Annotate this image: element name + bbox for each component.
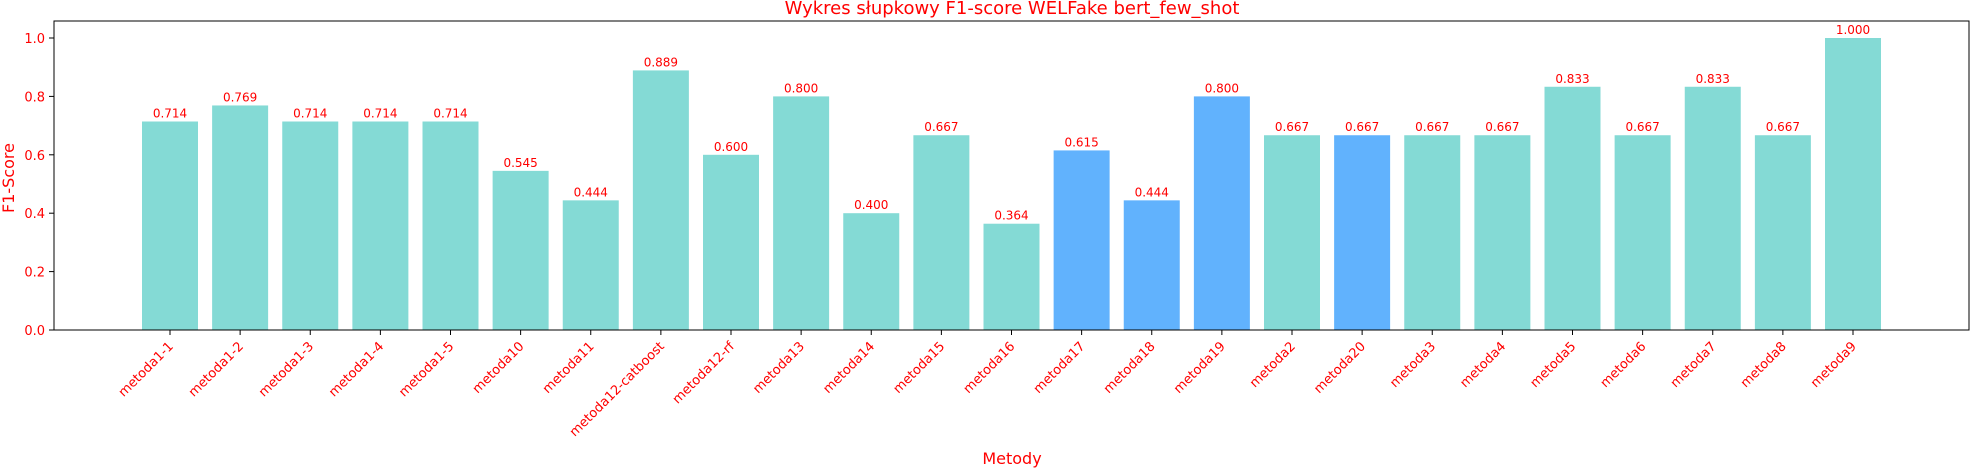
value-label-metoda6: 0.667 <box>1625 120 1659 134</box>
bar-metoda8 <box>1754 135 1811 330</box>
value-label-metoda20: 0.667 <box>1345 120 1379 134</box>
x-tick-label-metoda1-4: metoda1-4 <box>326 339 387 400</box>
x-tick-label-metoda20: metoda20 <box>1311 339 1369 397</box>
value-label-metoda12-catboost: 0.889 <box>644 55 678 69</box>
x-tick-label-metoda1-3: metoda1-3 <box>256 339 317 400</box>
y-tick-label: 0.0 <box>24 324 45 339</box>
x-tick-label-metoda2: metoda2 <box>1247 339 1299 391</box>
bar-metoda1-5 <box>422 121 479 331</box>
x-tick-label-metoda9: metoda9 <box>1808 339 1860 391</box>
value-label-metoda12-rf: 0.600 <box>714 140 748 154</box>
x-tick-label-metoda15: metoda15 <box>891 339 949 397</box>
chart-title: Wykres słupkowy F1-score WELFake bert_fe… <box>785 0 1240 19</box>
bar-metoda15 <box>913 135 970 330</box>
bar-metoda6 <box>1614 135 1671 330</box>
value-label-metoda11: 0.444 <box>574 185 608 199</box>
value-label-metoda15: 0.667 <box>924 120 958 134</box>
bar-metoda14 <box>843 213 900 330</box>
bar-metoda16 <box>983 223 1040 330</box>
x-tick-label-metoda19: metoda19 <box>1171 339 1229 397</box>
bar-metoda9 <box>1825 38 1881 330</box>
bar-metoda1-4 <box>352 121 409 331</box>
y-tick-label: 0.2 <box>24 266 45 281</box>
value-label-metoda9: 1.000 <box>1836 23 1870 37</box>
value-label-metoda7: 0.833 <box>1696 72 1730 86</box>
x-tick-label-metoda13: metoda13 <box>750 339 808 397</box>
value-label-metoda17: 0.615 <box>1064 135 1098 149</box>
value-label-metoda13: 0.800 <box>784 81 818 95</box>
y-axis: 0.0 0.2 0.4 0.6 0.8 1.0 <box>24 32 54 339</box>
bars-group <box>142 38 1881 331</box>
y-axis-label: F1-Score <box>0 143 18 213</box>
value-labels-group: 0.714 0.769 0.714 0.714 0.714 0.545 0.444 0.889… <box>153 23 1870 223</box>
x-tick-label-metoda1-2: metoda1-2 <box>186 339 247 400</box>
y-tick-label: 0.6 <box>24 149 45 164</box>
x-tick-label-metoda3: metoda3 <box>1387 339 1439 391</box>
x-tick-label-metoda1-1: metoda1-1 <box>116 339 177 400</box>
x-tick-label-metoda1-5: metoda1-5 <box>396 339 457 400</box>
bar-metoda1-3 <box>282 121 339 331</box>
plot-frame <box>53 20 1970 331</box>
bar-metoda1-1 <box>142 121 198 331</box>
value-label-metoda1-4: 0.714 <box>363 107 397 121</box>
value-label-metoda1-3: 0.714 <box>293 107 327 121</box>
x-tick-label-metoda11: metoda11 <box>540 339 598 397</box>
value-label-metoda5: 0.833 <box>1555 72 1589 86</box>
bar-metoda4 <box>1474 135 1531 330</box>
x-axis: metoda1-1 metoda1-2 metoda1-3 metoda1-4 meto… <box>116 330 1860 440</box>
bar-metoda12-catboost <box>632 70 689 331</box>
bar-metoda12-rf <box>703 154 759 330</box>
bar-metoda2 <box>1264 135 1320 330</box>
x-tick-label-metoda7: metoda7 <box>1668 339 1720 391</box>
y-tick-label: 0.4 <box>24 207 45 222</box>
bar-metoda10 <box>492 170 549 330</box>
bar-metoda7 <box>1684 86 1741 330</box>
x-tick-label-metoda17: metoda17 <box>1031 339 1089 397</box>
x-tick-label-metoda8: metoda8 <box>1738 339 1790 391</box>
value-label-metoda16: 0.364 <box>994 209 1028 223</box>
bar-metoda5 <box>1544 86 1601 330</box>
bar-metoda3 <box>1404 135 1461 330</box>
bar-metoda11 <box>562 200 619 330</box>
x-tick-label-metoda14: metoda14 <box>820 339 878 397</box>
x-tick-label-metoda16: metoda16 <box>961 339 1019 397</box>
x-axis-label: Metody <box>982 449 1041 468</box>
x-tick-label-metoda5: metoda5 <box>1528 339 1580 391</box>
value-label-metoda8: 0.667 <box>1766 120 1800 134</box>
x-tick-label-metoda12-rf: metoda12-rf <box>670 339 738 407</box>
value-label-metoda2: 0.667 <box>1275 120 1309 134</box>
value-label-metoda1-2: 0.769 <box>223 90 257 104</box>
value-label-metoda14: 0.400 <box>854 198 888 212</box>
value-label-metoda19: 0.800 <box>1205 81 1239 95</box>
value-label-metoda1-1: 0.714 <box>153 107 187 121</box>
value-label-metoda4: 0.667 <box>1485 120 1519 134</box>
value-label-metoda10: 0.545 <box>503 156 537 170</box>
x-tick-label-metoda6: metoda6 <box>1598 339 1650 391</box>
bar-metoda19 <box>1193 96 1250 331</box>
bar-metoda1-2 <box>212 105 269 331</box>
bar-metoda17 <box>1053 150 1110 330</box>
x-tick-label-metoda10: metoda10 <box>470 339 528 397</box>
x-tick-label-metoda18: metoda18 <box>1101 339 1159 397</box>
y-tick-label: 1.0 <box>24 32 45 47</box>
value-label-metoda3: 0.667 <box>1415 120 1449 134</box>
bar-metoda18 <box>1123 200 1180 330</box>
y-tick-label: 0.8 <box>24 90 45 105</box>
bar-metoda13 <box>773 96 830 331</box>
x-tick-label-metoda4: metoda4 <box>1457 339 1509 391</box>
bar-metoda20 <box>1334 135 1391 330</box>
value-label-metoda18: 0.444 <box>1135 185 1169 199</box>
value-label-metoda1-5: 0.714 <box>433 107 467 121</box>
